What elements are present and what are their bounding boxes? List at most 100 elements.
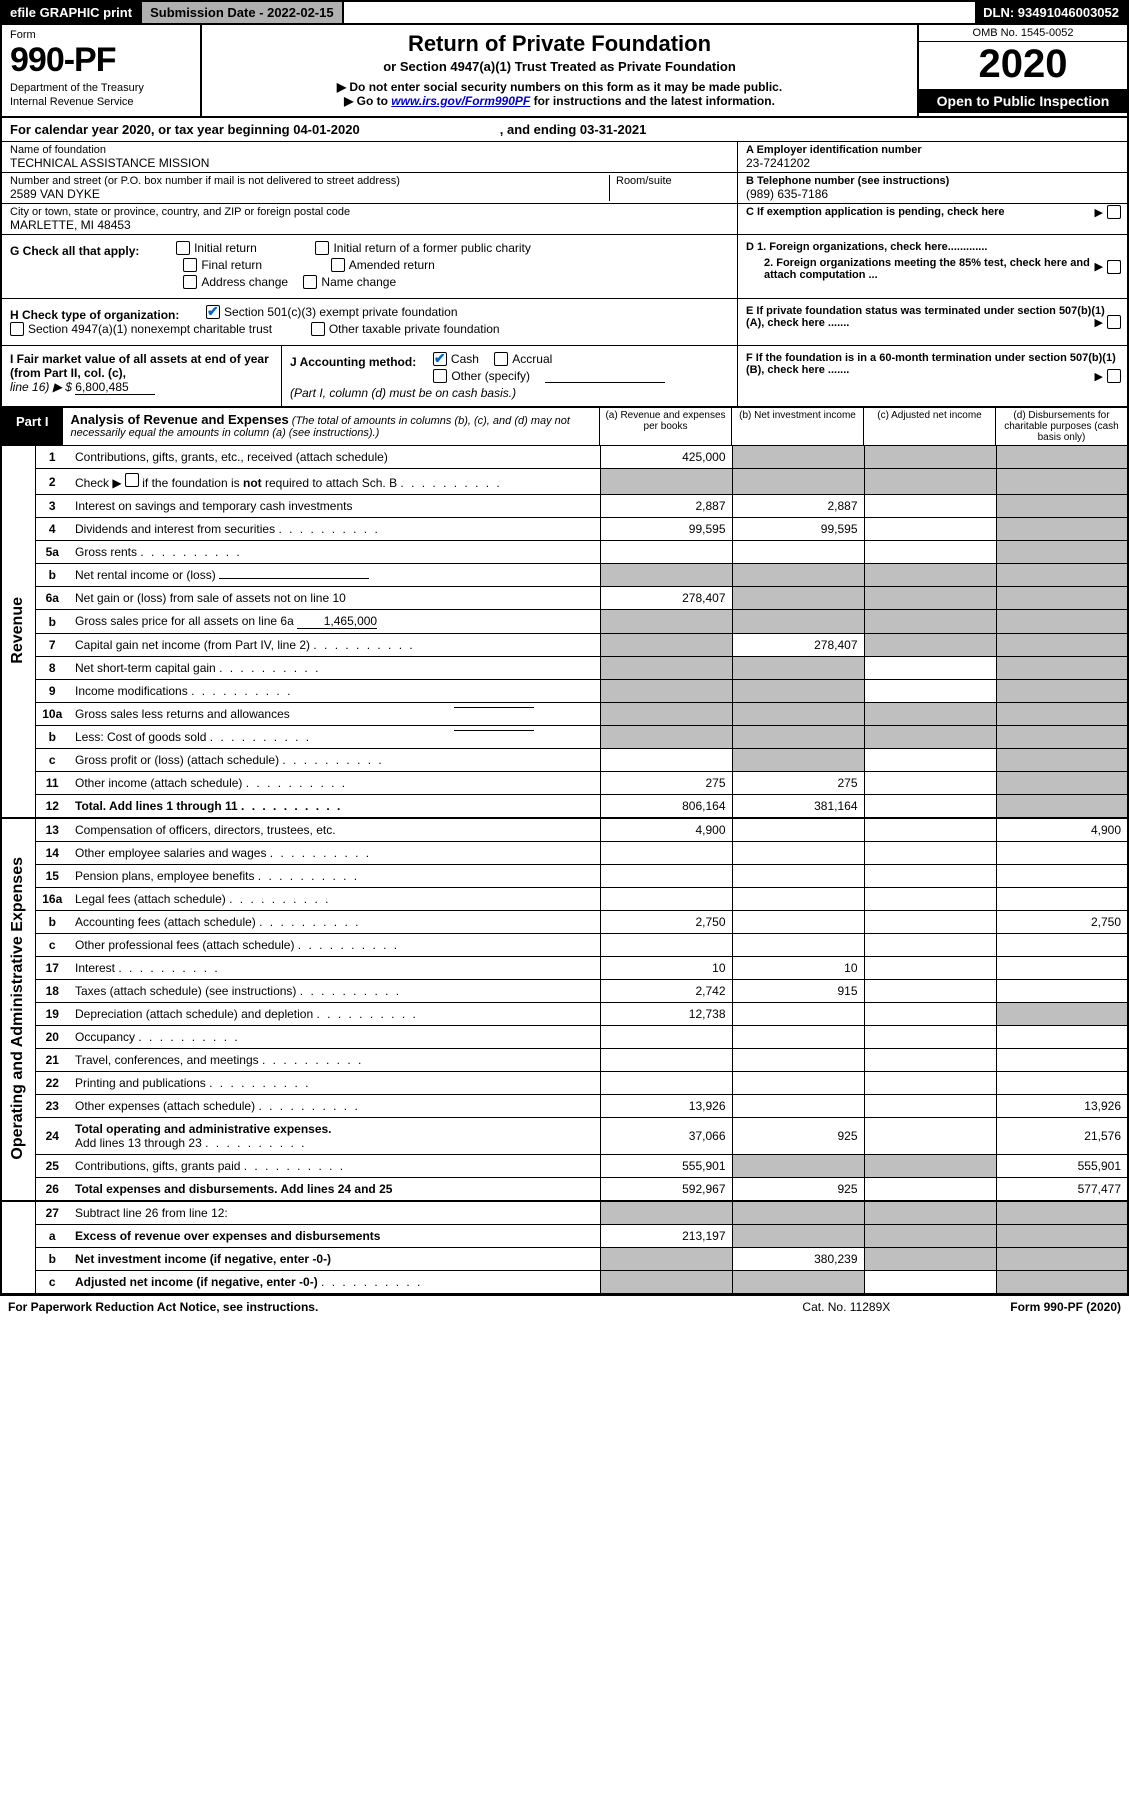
goto-note: ▶ Go to www.irs.gov/Form990PF for instru… bbox=[210, 94, 909, 108]
line-desc: Travel, conferences, and meetings bbox=[69, 1049, 600, 1072]
line-desc: Dividends and interest from securities bbox=[69, 518, 600, 541]
col-d-val: 4,900 bbox=[996, 818, 1128, 842]
d2-checkbox[interactable] bbox=[1107, 260, 1121, 274]
catalog-number: Cat. No. 11289X bbox=[802, 1300, 890, 1314]
501c3-label: Section 501(c)(3) exempt private foundat… bbox=[224, 305, 457, 319]
table-row: 21 Travel, conferences, and meetings bbox=[1, 1049, 1128, 1072]
address-change-checkbox[interactable] bbox=[183, 275, 197, 289]
col-d-val: 13,926 bbox=[996, 1095, 1128, 1118]
initial-return-checkbox[interactable] bbox=[176, 241, 190, 255]
col-a-val: 592,967 bbox=[600, 1178, 732, 1202]
year-box: OMB No. 1545-0052 2020 Open to Public In… bbox=[917, 25, 1127, 116]
c-label: C If exemption application is pending, c… bbox=[746, 206, 1005, 218]
e-label: E If private foundation status was termi… bbox=[746, 305, 1105, 329]
other-taxable-checkbox[interactable] bbox=[311, 322, 325, 336]
amended-return-checkbox[interactable] bbox=[331, 258, 345, 272]
table-row: b Gross sales price for all assets on li… bbox=[1, 610, 1128, 634]
table-row: 19 Depreciation (attach schedule) and de… bbox=[1, 1003, 1128, 1026]
line-num: 15 bbox=[35, 865, 69, 888]
sch-b-checkbox[interactable] bbox=[125, 473, 139, 487]
501c3-checkbox[interactable] bbox=[206, 305, 220, 319]
c-checkbox[interactable] bbox=[1107, 205, 1121, 219]
efile-label[interactable]: efile GRAPHIC print bbox=[2, 2, 140, 23]
4947-checkbox[interactable] bbox=[10, 322, 24, 336]
col-b-val: 915 bbox=[732, 980, 864, 1003]
calendar-year-row: For calendar year 2020, or tax year begi… bbox=[0, 118, 1129, 142]
form990pf-link[interactable]: www.irs.gov/Form990PF bbox=[391, 94, 530, 108]
initial-public-checkbox[interactable] bbox=[315, 241, 329, 255]
col-d-header: (d) Disbursements for charitable purpose… bbox=[995, 408, 1127, 445]
line-desc: Interest bbox=[69, 957, 600, 980]
line-desc: Total expenses and disbursements. Add li… bbox=[69, 1178, 600, 1202]
part1-title: Analysis of Revenue and Expenses bbox=[71, 412, 289, 427]
line-num: b bbox=[35, 1248, 69, 1271]
table-row: 2 Check ▶ if the foundation is not requi… bbox=[1, 469, 1128, 495]
line-desc: Other expenses (attach schedule) bbox=[69, 1095, 600, 1118]
table-row: Operating and Administrative Expenses 13… bbox=[1, 818, 1128, 842]
phone-label: B Telephone number (see instructions) bbox=[746, 175, 1119, 187]
col-a-val: 37,066 bbox=[600, 1118, 732, 1155]
col-d-val: 555,901 bbox=[996, 1155, 1128, 1178]
line-desc: Capital gain net income (from Part IV, l… bbox=[69, 634, 600, 657]
table-row: 18 Taxes (attach schedule) (see instruct… bbox=[1, 980, 1128, 1003]
j-note: (Part I, column (d) must be on cash basi… bbox=[290, 386, 516, 400]
accrual-checkbox[interactable] bbox=[494, 352, 508, 366]
i-j-f-row: I Fair market value of all assets at end… bbox=[0, 346, 1129, 408]
line-num: b bbox=[35, 610, 69, 634]
line-desc: Interest on savings and temporary cash i… bbox=[69, 495, 600, 518]
table-row: 23 Other expenses (attach schedule) 13,9… bbox=[1, 1095, 1128, 1118]
col-a-header: (a) Revenue and expenses per books bbox=[599, 408, 731, 445]
room-label: Room/suite bbox=[616, 175, 729, 187]
line-num: 24 bbox=[35, 1118, 69, 1155]
col-b-header: (b) Net investment income bbox=[731, 408, 863, 445]
f-label: F If the foundation is in a 60-month ter… bbox=[746, 352, 1116, 376]
final-return-checkbox[interactable] bbox=[183, 258, 197, 272]
form-ref: Form 990-PF (2020) bbox=[1010, 1300, 1121, 1314]
line-num: 23 bbox=[35, 1095, 69, 1118]
col-a-val: 2,750 bbox=[600, 911, 732, 934]
goto-post: for instructions and the latest informat… bbox=[530, 94, 775, 108]
line-num: b bbox=[35, 726, 69, 749]
table-row: 3 Interest on savings and temporary cash… bbox=[1, 495, 1128, 518]
col-d-val: 21,576 bbox=[996, 1118, 1128, 1155]
name-change-checkbox[interactable] bbox=[303, 275, 317, 289]
line-desc: Other professional fees (attach schedule… bbox=[69, 934, 600, 957]
other-method-checkbox[interactable] bbox=[433, 369, 447, 383]
cal-begin: For calendar year 2020, or tax year begi… bbox=[10, 122, 360, 137]
table-row: 5a Gross rents bbox=[1, 541, 1128, 564]
d1-label: D 1. Foreign organizations, check here..… bbox=[746, 241, 987, 253]
form-label: Form bbox=[10, 29, 192, 41]
table-row: b Accounting fees (attach schedule) 2,75… bbox=[1, 911, 1128, 934]
other-specify-line bbox=[545, 382, 665, 383]
line-num: 20 bbox=[35, 1026, 69, 1049]
table-row: c Adjusted net income (if negative, ente… bbox=[1, 1271, 1128, 1295]
col-b-val: 381,164 bbox=[732, 795, 864, 819]
line-desc: Gross profit or (loss) (attach schedule) bbox=[69, 749, 600, 772]
name-label: Name of foundation bbox=[10, 144, 729, 156]
line-desc: Contributions, gifts, grants, etc., rece… bbox=[69, 446, 600, 469]
ein-label: A Employer identification number bbox=[746, 144, 1119, 156]
exemption-pending-cell: C If exemption application is pending, c… bbox=[738, 204, 1127, 220]
city-state-zip: MARLETTE, MI 48453 bbox=[10, 218, 729, 232]
table-row: 14 Other employee salaries and wages bbox=[1, 842, 1128, 865]
line-desc: Total operating and administrative expen… bbox=[69, 1118, 600, 1155]
col-a-val: 275 bbox=[600, 772, 732, 795]
col-b-val: 2,887 bbox=[732, 495, 864, 518]
line-desc: Less: Cost of goods sold bbox=[69, 726, 600, 749]
line-desc: Depreciation (attach schedule) and deple… bbox=[69, 1003, 600, 1026]
table-row: 24 Total operating and administrative ex… bbox=[1, 1118, 1128, 1155]
name-change-label: Name change bbox=[321, 275, 396, 289]
line-num: 12 bbox=[35, 795, 69, 819]
f-checkbox[interactable] bbox=[1107, 369, 1121, 383]
line-num: 13 bbox=[35, 818, 69, 842]
line-num: 18 bbox=[35, 980, 69, 1003]
e-checkbox[interactable] bbox=[1107, 315, 1121, 329]
dept-treasury: Department of the Treasury bbox=[10, 82, 192, 94]
cash-checkbox[interactable] bbox=[433, 352, 447, 366]
e-section: E If private foundation status was termi… bbox=[737, 299, 1127, 345]
line-desc: Legal fees (attach schedule) bbox=[69, 888, 600, 911]
line-num: 26 bbox=[35, 1178, 69, 1202]
f-section: F If the foundation is in a 60-month ter… bbox=[737, 346, 1127, 406]
part1-table: Revenue 1 Contributions, gifts, grants, … bbox=[0, 446, 1129, 1295]
cash-label: Cash bbox=[451, 352, 479, 366]
